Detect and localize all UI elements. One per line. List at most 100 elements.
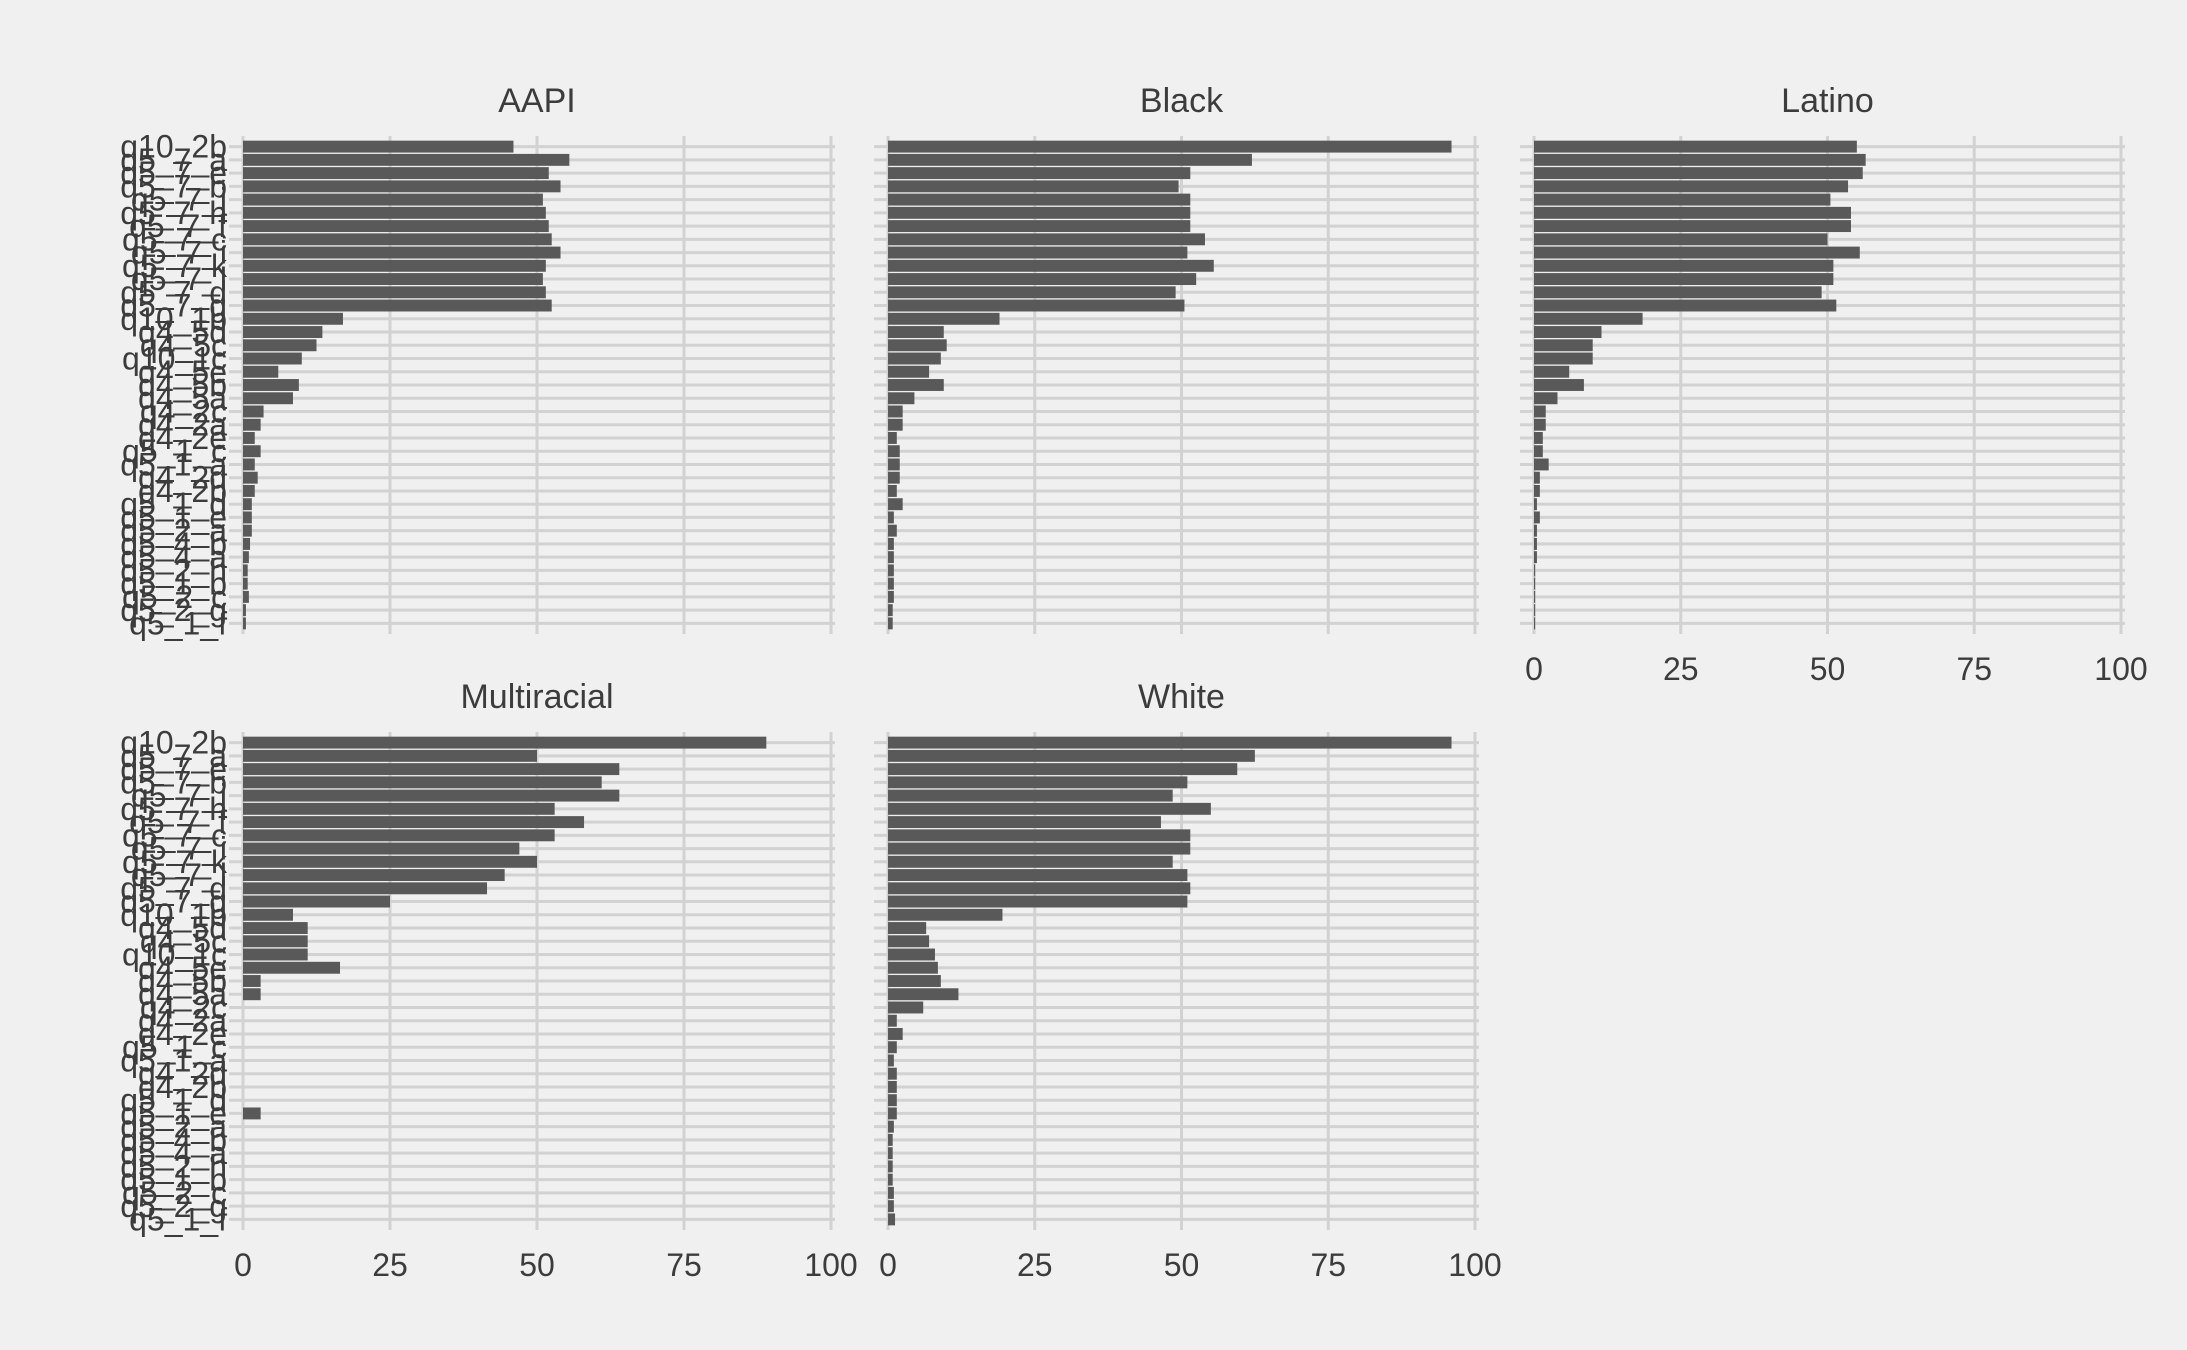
bar-q5_7_h (888, 206, 1191, 219)
bar-q5_1_e (1534, 511, 1540, 524)
bar-q5_7_a (243, 153, 570, 166)
bar-q5_7_j (888, 789, 1173, 802)
bar-q4_5b (1534, 379, 1584, 391)
bar-q4_5c (888, 935, 930, 948)
y-tick-label: q5_7_c (122, 817, 227, 853)
bar-q5_1_a (1534, 458, 1549, 471)
bar-q10_1c (888, 948, 935, 961)
y-tick-label: q5_2_g (120, 1188, 227, 1224)
bar-q5_4_a (888, 551, 894, 564)
x-tick-label: 75 (1310, 1247, 1346, 1283)
y-tick-label: q5_7_k (122, 248, 228, 284)
bar-q5_7_g (243, 299, 552, 312)
bar-q5_7_i (888, 842, 1191, 855)
bar-q5_7_d (888, 882, 1191, 895)
bar-q5_2_g (1534, 604, 1536, 617)
bar-q5_7_d (1534, 286, 1822, 299)
y-tick-label: q4_2c (140, 393, 227, 429)
bar-q4_2a (888, 418, 903, 431)
bar-q5_4_b (243, 537, 251, 550)
y-tick-label: q4_5d (138, 314, 227, 350)
y-tick-label: q10_1c (122, 341, 227, 377)
y-tick-label: q5_1_c (122, 1029, 227, 1065)
bar-q5_2_h (888, 1160, 893, 1173)
y-tick-label: q5_7_i (131, 235, 227, 271)
y-tick-label: q10_1b (120, 897, 227, 933)
bar-q5_7_k (243, 259, 546, 272)
bar-q10_2b (243, 140, 514, 153)
y-tick-label: q5_7_j (131, 778, 227, 814)
bar-q5_7_i (243, 842, 520, 855)
bar-q5_7_l (243, 273, 543, 286)
y-tick-label: q5_7_j (131, 182, 227, 218)
y-tick-label: q10_2b (120, 129, 227, 165)
bar-q5_7_g (888, 895, 1188, 908)
y-tick-label: q5_1_b (120, 1162, 227, 1198)
y-tick-label: q4_2d (138, 460, 227, 496)
bar-q5_1_d (243, 498, 252, 511)
bar-q5_2_g (888, 604, 893, 617)
bar-q10_1c (888, 352, 941, 365)
bar-q4_2c (1534, 405, 1546, 418)
bar-q5_1_b (1534, 577, 1536, 590)
bar-q5_7_k (888, 259, 1214, 272)
bar-q10_1b (243, 908, 293, 921)
bar-q4_2b (888, 484, 897, 497)
bar-q4_5c (243, 935, 308, 948)
y-tick-label: q5_2_c (122, 1175, 227, 1211)
bar-q5_7_a (1534, 153, 1866, 166)
bar-q5_7_j (243, 193, 543, 206)
bar-q5_7_g (243, 895, 390, 908)
bar-q5_7_j (1534, 193, 1831, 206)
x-tick-label: 25 (1017, 1247, 1053, 1283)
bar-q5_7_k (888, 855, 1173, 868)
y-tick-label: q4_5e (138, 354, 227, 390)
y-tick-label: q4_5c (140, 923, 227, 959)
bar-q5_1_b (888, 1173, 893, 1186)
bar-q5_7_c (888, 233, 1205, 246)
bar-q4_5e (1534, 365, 1570, 378)
bar-q5_1_a (243, 458, 255, 471)
y-tick-label: q5_4_b (120, 1122, 227, 1158)
bar-q5_7_l (888, 869, 1188, 882)
y-tick-label: q5_2_c (122, 579, 227, 615)
bar-q5_1_c (1534, 445, 1543, 458)
bar-q5_7_d (243, 286, 546, 299)
bar-q5_2_c (888, 1186, 894, 1199)
x-tick-label: 50 (519, 1247, 555, 1283)
y-tick-label: q10_1c (122, 937, 227, 973)
y-tick-label: q5_7_c (122, 221, 227, 257)
panel-black: Black (874, 82, 1479, 634)
y-tick-label: q5_1_f (129, 605, 227, 641)
bar-q5_1_e (888, 1107, 897, 1120)
bar-q5_4_a (243, 551, 249, 564)
y-tick-label: q5_2_a (120, 513, 227, 549)
y-tick-label: q5_7_a (120, 142, 227, 178)
bar-q5_1_e (243, 511, 252, 524)
y-tick-label: q5_1_e (120, 1095, 227, 1131)
bar-q10_1b (243, 312, 343, 325)
y-tick-label: q5_7_b (120, 168, 227, 204)
y-tick-label: q10_1b (120, 301, 227, 337)
bar-q4_5c (888, 339, 947, 352)
x-tick-label: 50 (1810, 651, 1846, 687)
y-tick-label: q5_2_h (120, 552, 227, 588)
bar-q4_2e (1534, 432, 1543, 444)
bar-q5_2_a (1534, 524, 1537, 537)
y-tick-label: q5_7_h (120, 195, 227, 231)
bar-q5_2_a (243, 524, 252, 537)
y-tick-label: q4_5b (138, 367, 227, 403)
bar-q5_7_g (888, 299, 1185, 312)
y-tick-label: q10_2b (120, 725, 227, 761)
y-tick-label: q5_7_f (129, 804, 227, 840)
y-tick-label: q4_5d (138, 910, 227, 946)
x-tick-label: 100 (2094, 651, 2147, 687)
bar-q5_7_c (888, 829, 1191, 842)
bar-q4_5b (243, 379, 299, 391)
y-tick-label: q5_1_d (120, 486, 227, 522)
y-tick-label: q5_1_a (120, 1042, 227, 1078)
bar-q5_7_h (888, 802, 1211, 815)
bar-q5_1_d (1534, 498, 1537, 511)
x-tick-label: 0 (234, 1247, 252, 1283)
y-tick-label: q4_2b (138, 473, 227, 509)
